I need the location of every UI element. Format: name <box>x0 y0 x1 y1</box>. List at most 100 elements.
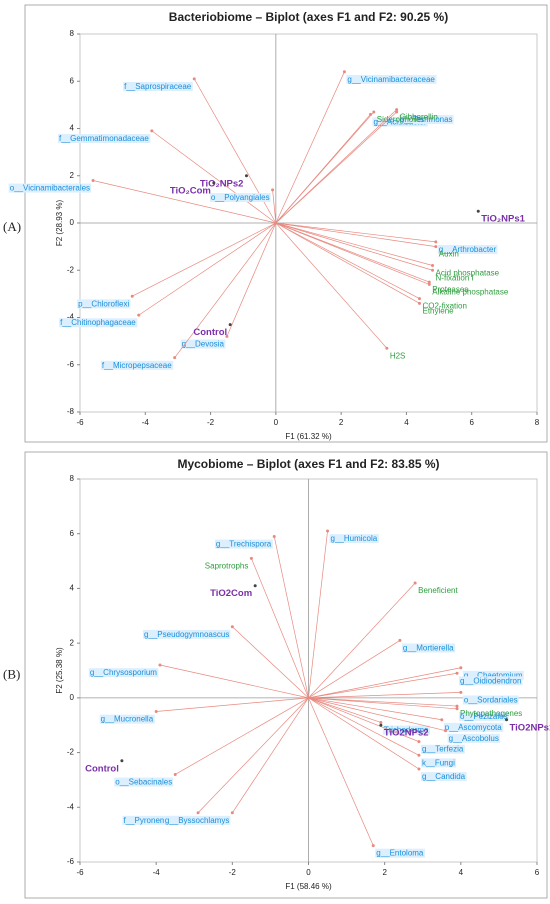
loading-line <box>232 697 309 813</box>
loading-line <box>156 697 309 712</box>
variables-point <box>91 178 95 182</box>
loading-line <box>308 672 458 699</box>
observations-label: TiO₂Com <box>170 185 211 196</box>
variables-label: o__Pezizales <box>460 712 508 721</box>
variables-point <box>130 294 134 298</box>
label-highlight <box>462 670 524 680</box>
label-highlight <box>398 115 454 125</box>
supplementary-label: CO2-fixation <box>422 302 466 311</box>
loading-line <box>275 222 420 304</box>
loading-line <box>275 222 388 349</box>
loading-line <box>138 222 277 316</box>
loading-line <box>275 222 420 299</box>
variables-label: g__Arthrobacter <box>439 245 497 254</box>
variables-point <box>326 529 330 533</box>
y-axis-label: F2 (25.38 %) <box>55 647 64 694</box>
x-tick-label: -4 <box>153 868 161 877</box>
x-tick-label: 4 <box>459 868 464 877</box>
supplementary-label: Gibberellin <box>400 113 438 122</box>
loading-line <box>308 697 458 707</box>
y-tick-label: 4 <box>70 584 75 593</box>
variables-point <box>455 671 459 675</box>
label-highlight <box>437 245 498 255</box>
variables-label: g__Pseudogymnoascus <box>144 630 229 639</box>
loading-line <box>308 697 420 742</box>
label-highlight <box>114 777 174 787</box>
x-tick-label: -2 <box>207 418 215 427</box>
observations-point <box>253 584 257 588</box>
y-tick-label: 6 <box>70 76 75 85</box>
variables-point <box>230 811 234 815</box>
variables-point <box>271 188 275 192</box>
variables-point <box>395 110 399 114</box>
variables-label: g__Chaetomium <box>464 671 523 680</box>
observations-label: TiO₂NPs2 <box>200 178 244 189</box>
label-highlight <box>180 339 226 349</box>
variables-label: g__Byssochlamys <box>165 816 229 825</box>
variables-point <box>196 811 200 815</box>
supplementary-label: Beneficient <box>418 586 458 595</box>
label-highlight <box>459 711 509 721</box>
variables-label: g__Ascobolus <box>449 734 499 743</box>
label-highlight <box>8 183 92 193</box>
loading-line <box>232 626 309 699</box>
panel-frame <box>24 451 548 899</box>
label-highlight <box>447 733 500 743</box>
observations-point <box>244 174 248 178</box>
loading-line <box>275 222 436 243</box>
observations-label: TiO2NPs2 <box>384 728 429 739</box>
variables-point <box>154 710 158 714</box>
loading-line <box>308 697 374 846</box>
label-highlight <box>214 539 273 549</box>
variables-label: o__Polyangiales <box>211 193 270 202</box>
supplementary-label: Siderophores <box>377 115 425 124</box>
supplementary-point <box>249 556 253 560</box>
variables-label: g__Chrysosporium <box>90 668 157 677</box>
x-tick-label: -6 <box>76 418 84 427</box>
supplementary-label: N-fixation I <box>436 273 474 282</box>
variables-point <box>342 70 346 74</box>
supplementary-point <box>395 108 399 112</box>
supplementary-label: Phytopathogenes <box>460 709 522 718</box>
x-tick-label: -4 <box>142 418 150 427</box>
variables-point <box>398 638 402 642</box>
loading-line <box>308 697 446 732</box>
variables-label: f__Gemmatimonadaceae <box>59 134 149 143</box>
label-highlight <box>346 74 437 84</box>
variables-label: o__Vicinamibacterales <box>10 184 90 193</box>
x-tick-label: 2 <box>339 418 344 427</box>
loading-line <box>275 111 375 224</box>
loading-line <box>308 530 328 698</box>
loading-line <box>197 697 309 813</box>
loading-line <box>226 222 277 337</box>
label-highlight <box>77 299 131 309</box>
supplementary-point <box>455 704 459 708</box>
variables-point <box>225 334 229 338</box>
variables-point <box>173 772 177 776</box>
y-tick-label: -2 <box>67 748 75 757</box>
variables-label: g__Oidiodendron <box>460 676 521 685</box>
label-highlight <box>142 629 231 639</box>
label-highlight <box>57 133 151 143</box>
observations-point <box>120 759 124 763</box>
observations-label: TiO₂NPs1 <box>481 214 525 225</box>
label-highlight <box>420 744 465 754</box>
observations-label: TiO2Com <box>210 588 252 599</box>
panel-label: (B) <box>3 666 20 681</box>
label-highlight <box>329 534 379 544</box>
variables-point <box>417 753 421 757</box>
supplementary-label: H2S <box>390 351 406 360</box>
observations-point <box>505 718 509 722</box>
variables-point <box>150 129 154 133</box>
y-tick-label: 8 <box>70 474 75 483</box>
variables-label: o__Sordariales <box>464 695 518 704</box>
y-axis-label: F2 (28.93 %) <box>55 200 64 247</box>
loading-line <box>308 640 401 699</box>
supplementary-point <box>434 245 438 249</box>
variables-point <box>158 663 162 667</box>
variables-point <box>417 767 421 771</box>
variables-point <box>137 313 141 317</box>
loading-line <box>275 222 433 266</box>
loading-line <box>275 222 433 271</box>
loading-line <box>308 697 458 710</box>
